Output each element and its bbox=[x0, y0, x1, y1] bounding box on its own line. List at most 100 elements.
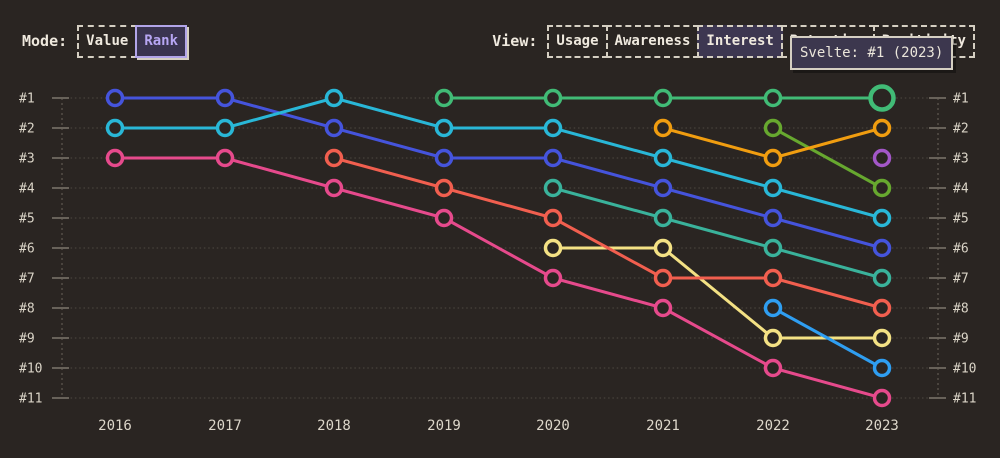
point-yellow-2022[interactable] bbox=[763, 328, 783, 348]
year-label-2023: 2023 bbox=[865, 418, 899, 434]
point-coral-2020[interactable] bbox=[543, 208, 563, 228]
point-teal-2023[interactable] bbox=[872, 268, 892, 288]
rank-label-right: #8 bbox=[953, 302, 969, 317]
mode-control: Mode: Value Rank bbox=[22, 25, 188, 58]
point-pink-2017[interactable] bbox=[215, 148, 235, 168]
year-label-2016: 2016 bbox=[98, 418, 132, 434]
point-orange-2022[interactable] bbox=[763, 148, 783, 168]
point-svelte-2021[interactable] bbox=[653, 88, 673, 108]
point-teal-2020[interactable] bbox=[543, 178, 563, 198]
rank-label-right: #1 bbox=[953, 92, 969, 107]
point-lime-2022[interactable] bbox=[763, 118, 783, 138]
point-cyan-2019[interactable] bbox=[434, 118, 454, 138]
rank-label-left: #2 bbox=[19, 122, 35, 137]
series-line-pink[interactable] bbox=[113, 156, 884, 400]
point-lime-2023[interactable] bbox=[872, 178, 892, 198]
rank-label-right: #4 bbox=[953, 182, 969, 197]
point-indigo-2018[interactable] bbox=[324, 118, 344, 138]
point-indigo-2022[interactable] bbox=[763, 208, 783, 228]
point-pink-2018[interactable] bbox=[324, 178, 344, 198]
rank-label-left: #11 bbox=[19, 392, 42, 407]
point-orange-2021[interactable] bbox=[653, 118, 673, 138]
point-svelte-2019[interactable] bbox=[434, 88, 454, 108]
point-pink-2019[interactable] bbox=[434, 208, 454, 228]
point-coral-2018[interactable] bbox=[324, 148, 344, 168]
point-svelte-2023-highlighted[interactable] bbox=[868, 84, 896, 112]
rank-label-right: #3 bbox=[953, 152, 969, 167]
point-cyan-2018[interactable] bbox=[324, 88, 344, 108]
year-label-2019: 2019 bbox=[427, 418, 461, 434]
rank-label-left: #3 bbox=[19, 152, 35, 167]
rank-label-right: #10 bbox=[953, 362, 976, 377]
year-label-2017: 2017 bbox=[208, 418, 242, 434]
series-line-lime[interactable] bbox=[771, 126, 884, 190]
series-line-teal[interactable] bbox=[551, 186, 884, 280]
point-svelte-2020[interactable] bbox=[543, 88, 563, 108]
rank-label-left: #8 bbox=[19, 302, 35, 317]
point-yellow-2021[interactable] bbox=[653, 238, 673, 258]
point-sky-2023[interactable] bbox=[872, 358, 892, 378]
point-pink-2020[interactable] bbox=[543, 268, 563, 288]
point-coral-2023[interactable] bbox=[872, 298, 892, 318]
tooltip-text: Svelte: #1 (2023) bbox=[800, 45, 944, 61]
point-cyan-2022[interactable] bbox=[763, 178, 783, 198]
rank-label-left: #7 bbox=[19, 272, 35, 287]
view-option-interest[interactable]: Interest bbox=[697, 25, 783, 58]
series-line-indigo[interactable] bbox=[113, 96, 884, 250]
mode-option-value[interactable]: Value bbox=[77, 25, 138, 58]
point-indigo-2023[interactable] bbox=[872, 238, 892, 258]
point-orange-2023[interactable] bbox=[872, 118, 892, 138]
view-option-usage[interactable]: Usage bbox=[547, 25, 608, 58]
point-pink-2021[interactable] bbox=[653, 298, 673, 318]
chart-tooltip: Svelte: #1 (2023) bbox=[790, 36, 954, 70]
rank-label-right: #11 bbox=[953, 392, 976, 407]
rank-label-left: #5 bbox=[19, 212, 35, 227]
mode-label: Mode: bbox=[22, 32, 68, 50]
rank-label-right: #6 bbox=[953, 242, 969, 257]
rank-label-left: #1 bbox=[19, 92, 35, 107]
year-label-2018: 2018 bbox=[317, 418, 351, 434]
rank-label-left: #10 bbox=[19, 362, 42, 377]
point-pink-2023[interactable] bbox=[872, 388, 892, 408]
year-label-2022: 2022 bbox=[756, 418, 790, 434]
point-svelte-2022[interactable] bbox=[763, 88, 783, 108]
point-purple-2023[interactable] bbox=[872, 148, 892, 168]
point-cyan-2017[interactable] bbox=[215, 118, 235, 138]
rank-label-right: #2 bbox=[953, 122, 969, 137]
point-coral-2019[interactable] bbox=[434, 178, 454, 198]
point-coral-2021[interactable] bbox=[653, 268, 673, 288]
rank-label-left: #6 bbox=[19, 242, 35, 257]
rank-label-right: #9 bbox=[953, 332, 969, 347]
mode-option-rank[interactable]: Rank bbox=[135, 25, 188, 58]
series-line-sky[interactable] bbox=[771, 306, 884, 370]
point-coral-2022[interactable] bbox=[763, 268, 783, 288]
point-yellow-2020[interactable] bbox=[543, 238, 563, 258]
year-label-2021: 2021 bbox=[646, 418, 680, 434]
rank-label-right: #7 bbox=[953, 272, 969, 287]
point-cyan-2020[interactable] bbox=[543, 118, 563, 138]
view-option-awareness[interactable]: Awareness bbox=[605, 25, 700, 58]
point-indigo-2020[interactable] bbox=[543, 148, 563, 168]
rank-label-left: #4 bbox=[19, 182, 35, 197]
point-sky-2022[interactable] bbox=[763, 298, 783, 318]
year-label-2020: 2020 bbox=[536, 418, 570, 434]
mode-button-group: Value Rank bbox=[77, 25, 188, 58]
point-yellow-2023[interactable] bbox=[872, 328, 892, 348]
series-line-coral[interactable] bbox=[332, 156, 884, 310]
point-indigo-2017[interactable] bbox=[215, 88, 235, 108]
point-cyan-2023[interactable] bbox=[872, 208, 892, 228]
point-teal-2021[interactable] bbox=[653, 208, 673, 228]
point-pink-2016[interactable] bbox=[105, 148, 125, 168]
point-cyan-2021[interactable] bbox=[653, 148, 673, 168]
series-line-cyan[interactable] bbox=[113, 96, 884, 220]
point-indigo-2016[interactable] bbox=[105, 88, 125, 108]
point-indigo-2021[interactable] bbox=[653, 178, 673, 198]
rank-label-left: #9 bbox=[19, 332, 35, 347]
point-cyan-2016[interactable] bbox=[105, 118, 125, 138]
point-teal-2022[interactable] bbox=[763, 238, 783, 258]
rank-label-right: #5 bbox=[953, 212, 969, 227]
point-indigo-2019[interactable] bbox=[434, 148, 454, 168]
point-pink-2022[interactable] bbox=[763, 358, 783, 378]
view-label: View: bbox=[492, 32, 538, 50]
